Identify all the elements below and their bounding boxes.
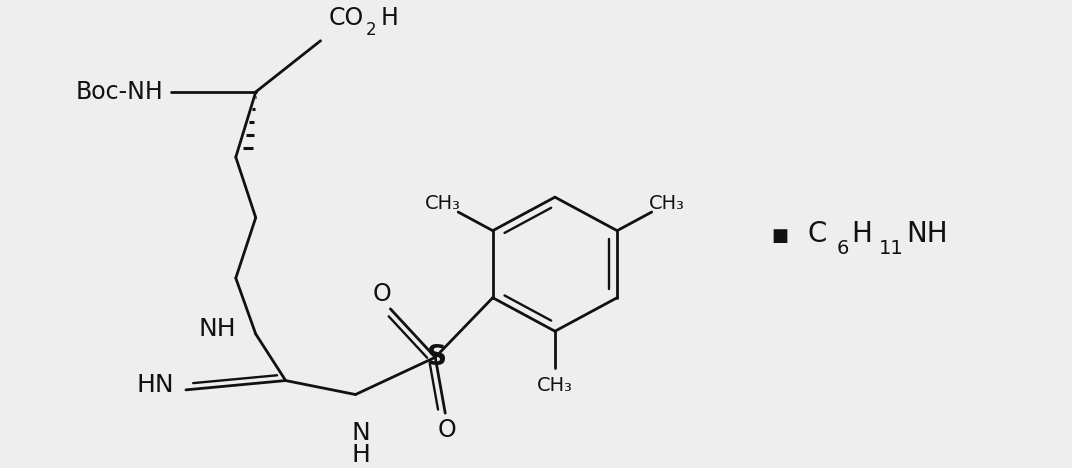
Text: N: N	[352, 421, 370, 445]
Text: NH: NH	[198, 317, 236, 341]
Text: H: H	[351, 443, 370, 467]
Text: HN: HN	[136, 373, 174, 397]
Text: O: O	[373, 282, 391, 306]
Text: NH: NH	[906, 220, 948, 249]
Text: CO: CO	[328, 6, 363, 29]
Text: O: O	[437, 418, 457, 442]
Text: S: S	[428, 344, 447, 371]
Text: Boc-NH: Boc-NH	[75, 80, 163, 104]
Text: 2: 2	[366, 21, 376, 39]
Text: CH₃: CH₃	[537, 376, 572, 395]
Text: CH₃: CH₃	[650, 194, 685, 213]
Text: C: C	[807, 220, 827, 249]
Text: ■: ■	[771, 227, 788, 245]
Text: H: H	[851, 220, 872, 249]
Text: 6: 6	[836, 239, 849, 258]
Text: CH₃: CH₃	[425, 194, 461, 213]
Text: H: H	[381, 6, 399, 29]
Text: 11: 11	[879, 239, 904, 258]
